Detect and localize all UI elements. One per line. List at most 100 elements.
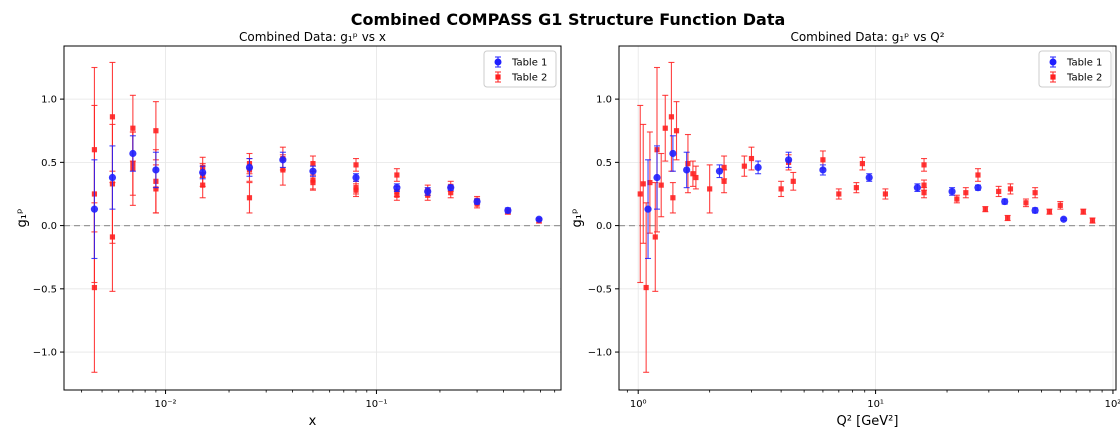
data-point (859, 161, 866, 167)
series-table1 (644, 135, 1068, 260)
data-point (748, 155, 755, 162)
grid (619, 46, 1116, 390)
legend-box (1038, 50, 1112, 88)
y-tick-label: 1.0 (41, 95, 57, 106)
data-point (1005, 215, 1011, 221)
y-tick-label: 0.0 (596, 221, 612, 232)
data-point (643, 284, 649, 291)
series-table1 (90, 135, 543, 260)
y-tick-label: 1.0 (596, 95, 612, 106)
data-point (504, 206, 512, 215)
data-point (199, 168, 207, 177)
x-tick-label: 10¹ (867, 399, 884, 410)
data-point (670, 195, 676, 201)
data-point (90, 205, 99, 213)
y-tick-label: 0.5 (41, 158, 57, 169)
legend-label: Table 1 (511, 58, 547, 69)
data-point (673, 128, 680, 134)
legend: Table 1 Table 2 (1038, 50, 1112, 88)
data-point (1060, 215, 1068, 223)
data-point (963, 190, 969, 196)
data-point (246, 195, 253, 201)
data-point (1023, 200, 1029, 206)
data-point (778, 186, 784, 192)
y-axis-label: g₁ᵖ (15, 208, 30, 227)
data-point (1080, 209, 1086, 215)
data-point (790, 178, 796, 184)
data-point (279, 156, 287, 164)
data-point (954, 196, 960, 202)
data-point (948, 187, 956, 196)
legend-box (483, 50, 557, 88)
legend-marker (495, 74, 501, 80)
data-point (280, 167, 286, 173)
data-point (130, 125, 136, 131)
legend-marker (494, 58, 502, 66)
chart-title: Combined Data: g₁ᵖ vs Q² (790, 30, 944, 44)
data-point (690, 171, 696, 177)
y-tick-label: −1.0 (33, 348, 57, 359)
series-table2 (91, 61, 543, 373)
chart-panel-2: −1.0 −0.5 0.0 0.5 1.0 10⁰ 10¹ 10² Combined Data:… (570, 30, 1120, 429)
legend-marker (1050, 74, 1056, 80)
data-point (109, 114, 116, 120)
data-point (707, 186, 713, 192)
data-point (108, 173, 117, 182)
data-point (669, 149, 677, 158)
data-point (853, 185, 859, 191)
legend-entry-table1: Table 1 (1049, 56, 1102, 69)
y-tick-label: −1.0 (588, 348, 612, 359)
data-point (974, 184, 982, 192)
data-point (153, 186, 159, 192)
data-point (109, 234, 116, 240)
data-point (644, 205, 652, 213)
legend-label: Table 2 (511, 73, 547, 84)
legend-entry-table1: Table 1 (494, 56, 547, 69)
data-point (394, 192, 400, 198)
data-point (741, 163, 747, 169)
x-tick-label: 10⁻² (155, 399, 177, 410)
data-point (91, 284, 98, 291)
data-point (721, 164, 727, 171)
x-axis-label: Q² [GeV²] (837, 414, 899, 429)
data-point (668, 114, 675, 120)
data-point (754, 163, 762, 172)
legend-marker (1049, 58, 1057, 66)
data-point (784, 156, 793, 164)
data-point (637, 191, 643, 197)
data-area (90, 61, 543, 373)
data-point (975, 172, 981, 178)
data-point (1032, 190, 1038, 196)
x-tick-label: 10² (1105, 399, 1120, 410)
data-point (693, 174, 699, 181)
data-area (637, 61, 1096, 373)
legend: Table 1 Table 2 (483, 50, 557, 88)
legend-entry-table2: Table 2 (1050, 71, 1102, 84)
y-tick-label: 0.0 (41, 221, 57, 232)
data-point (647, 179, 653, 186)
data-point (245, 163, 254, 172)
data-point (1007, 186, 1014, 192)
data-point (921, 190, 927, 196)
data-point (200, 182, 206, 188)
y-tick-label: −0.5 (588, 284, 612, 295)
data-point (836, 191, 842, 197)
y-tick-label: −0.5 (33, 284, 57, 295)
data-point (819, 166, 827, 174)
data-point (715, 167, 724, 175)
data-point (1057, 202, 1063, 208)
legend-entry-table2: Table 2 (495, 71, 547, 84)
y-tick-label: 0.5 (596, 158, 612, 169)
data-point (1046, 209, 1053, 215)
data-point (310, 161, 316, 167)
data-point (1089, 217, 1096, 224)
data-point (353, 187, 359, 193)
data-point (1031, 206, 1039, 215)
data-point (353, 162, 359, 168)
grid (64, 46, 561, 390)
data-point (152, 166, 160, 174)
data-point (882, 191, 889, 197)
data-point (685, 161, 691, 167)
data-point (447, 184, 455, 192)
